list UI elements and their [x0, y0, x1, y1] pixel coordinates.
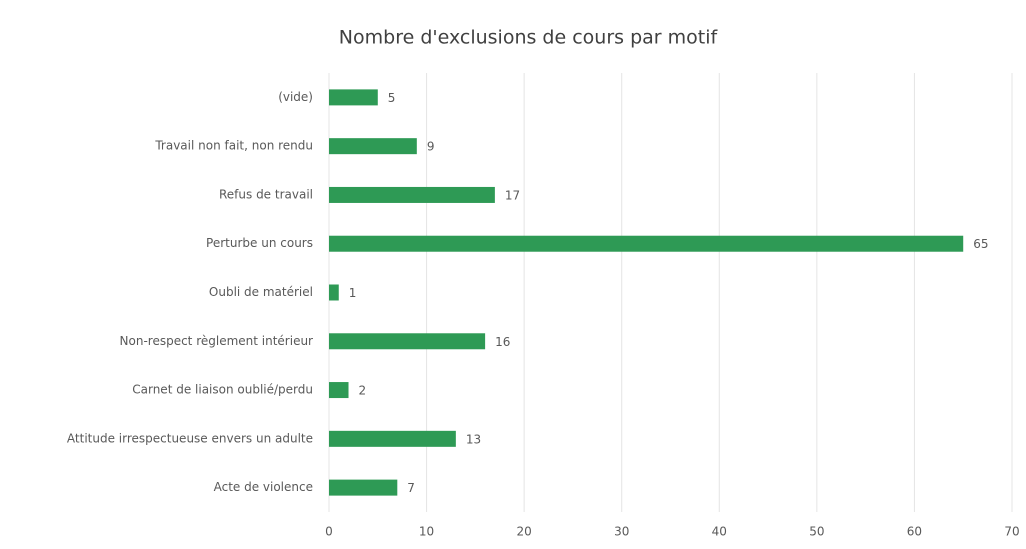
y-tick-label: Acte de violence — [214, 480, 313, 494]
y-tick-label: Refus de travail — [219, 187, 313, 201]
bar — [329, 479, 398, 496]
y-tick-label: Attitude irrespectueuse envers un adulte — [67, 431, 313, 445]
data-label: 9 — [427, 140, 435, 154]
y-tick-label: Carnet de liaison oublié/perdu — [132, 383, 313, 397]
data-label: 17 — [505, 188, 520, 202]
y-tick-label: Perturbe un cours — [206, 236, 313, 250]
x-tick-label: 20 — [517, 525, 532, 539]
data-label: 7 — [407, 481, 415, 495]
data-label: 13 — [466, 432, 481, 446]
y-tick-label: Oubli de matériel — [209, 285, 313, 299]
data-label: 65 — [973, 237, 988, 251]
x-tick-label: 0 — [325, 525, 333, 539]
bar — [329, 333, 486, 350]
bar — [329, 284, 339, 301]
data-label: 16 — [495, 335, 510, 349]
bar — [329, 235, 964, 252]
x-tick-label: 30 — [614, 525, 629, 539]
x-tick-label: 50 — [809, 525, 824, 539]
y-tick-label: (vide) — [278, 90, 313, 104]
y-tick-label: Non-respect règlement intérieur — [120, 334, 314, 348]
bar — [329, 138, 417, 155]
x-tick-label: 70 — [1004, 525, 1019, 539]
bar — [329, 186, 495, 203]
bar — [329, 430, 456, 447]
y-tick-label: Travail non fait, non rendu — [154, 139, 313, 153]
data-label: 2 — [359, 384, 367, 398]
bar — [329, 89, 378, 106]
x-tick-label: 60 — [907, 525, 922, 539]
x-tick-label: 10 — [419, 525, 434, 539]
chart-title: Nombre d'exclusions de cours par motif — [339, 27, 719, 49]
data-label: 1 — [349, 286, 357, 300]
x-tick-label: 40 — [712, 525, 727, 539]
data-label: 5 — [388, 91, 396, 105]
bar — [329, 382, 349, 399]
